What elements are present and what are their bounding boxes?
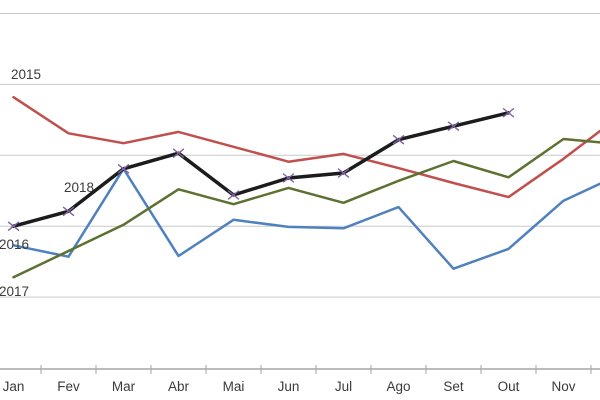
series-line-2018 [11, 111, 511, 228]
series-label-2017: 2017 [0, 284, 30, 299]
x-marker [337, 168, 350, 178]
series-label-2016: 2016 [0, 237, 30, 252]
x-marker [447, 121, 460, 131]
x-axis-label-Abr: Abr [168, 379, 190, 394]
gridlines [0, 13, 600, 298]
x-axis-labels: Jan Fev Mar Abr Mai Jun Jul Ago Set Out Nov [3, 379, 576, 394]
series-lines [11, 95, 600, 279]
x-marker [227, 190, 240, 200]
x-axis-label-Fev: Fev [57, 379, 80, 394]
x-axis-label-Set: Set [443, 379, 464, 394]
series-line-2017 [12, 137, 600, 279]
x-axis-label-Out: Out [498, 379, 520, 394]
x-axis-label-Mai: Mai [223, 379, 245, 394]
x-marker [62, 206, 75, 217]
x-marker [502, 108, 515, 118]
series-label-2015: 2015 [11, 67, 42, 82]
x-marker [392, 135, 405, 145]
series-label-2018: 2018 [64, 180, 95, 195]
x-axis-label-Mar: Mar [112, 379, 136, 394]
series-markers [7, 108, 515, 231]
x-marker [172, 148, 185, 158]
x-axis-label-Jul: Jul [335, 379, 352, 394]
x-axis-label-Jan: Jan [3, 379, 25, 394]
series-line-2016 [12, 167, 600, 270]
x-marker [282, 173, 295, 183]
x-marker [7, 221, 20, 231]
x-marker [117, 164, 130, 174]
x-axis-label-Jun: Jun [278, 379, 300, 394]
x-axis-label-Nov: Nov [551, 379, 575, 394]
x-axis-label-Ago: Ago [386, 379, 410, 394]
series-line-2015 [12, 95, 600, 199]
